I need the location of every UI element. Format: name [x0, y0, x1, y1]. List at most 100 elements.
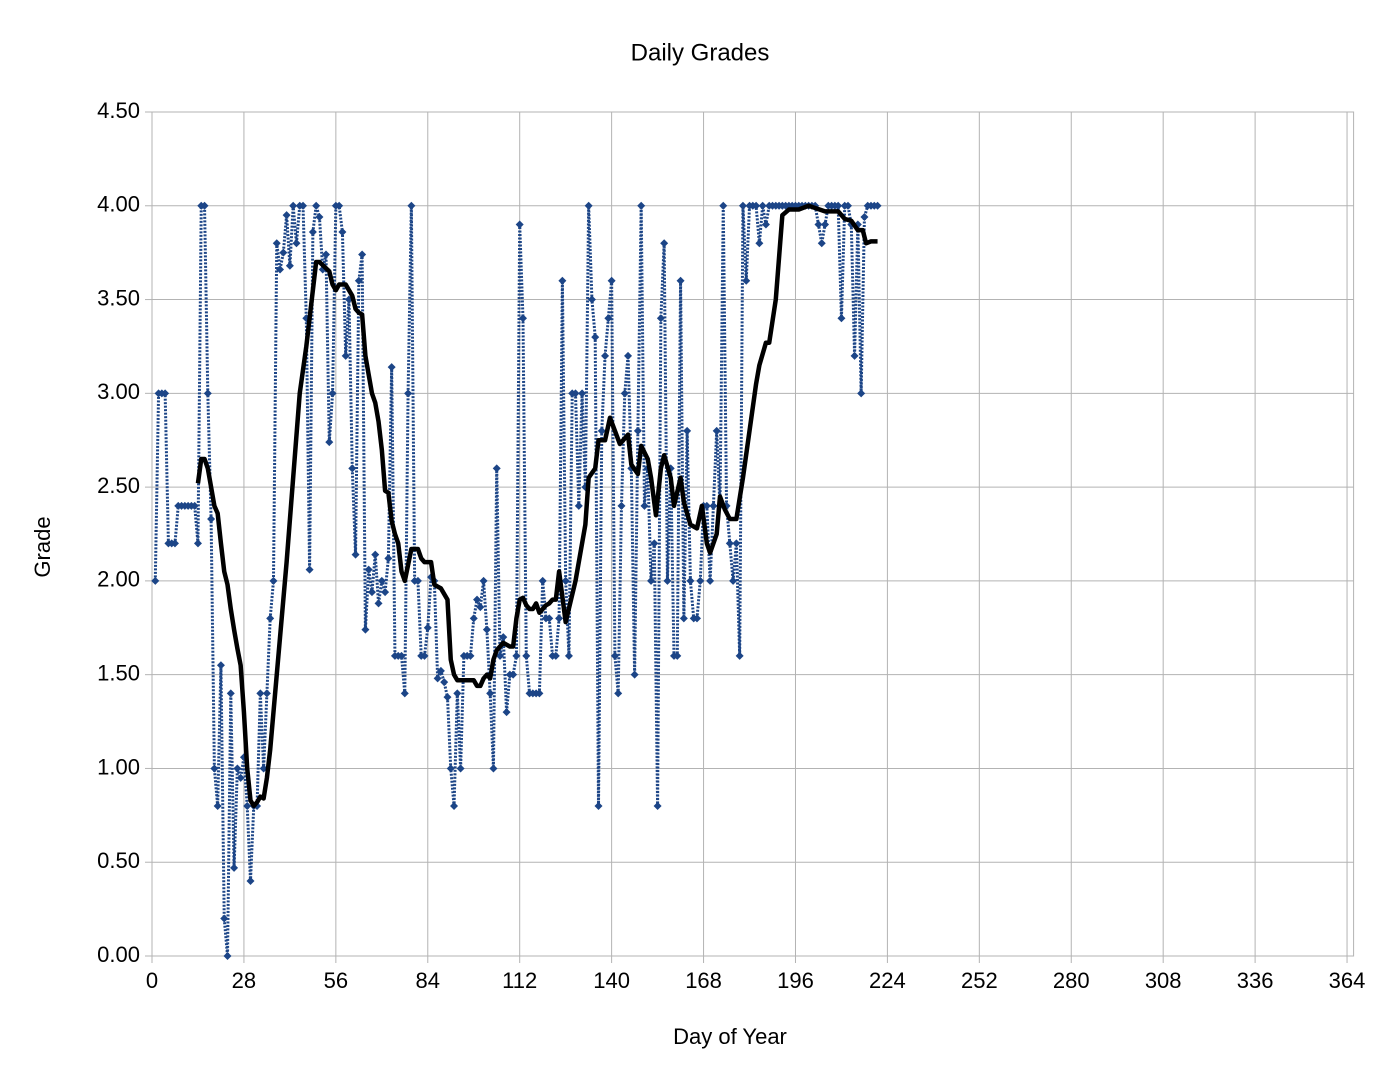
- data-point: [246, 876, 255, 885]
- data-point: [692, 614, 701, 623]
- data-point: [633, 426, 642, 435]
- data-point: [367, 588, 376, 597]
- data-point: [289, 201, 298, 210]
- data-point: [377, 576, 386, 585]
- data-point: [479, 576, 488, 585]
- data-point: [696, 576, 705, 585]
- data-point: [443, 693, 452, 702]
- data-point: [151, 576, 160, 585]
- data-point: [193, 539, 202, 548]
- x-tick-label: 308: [1145, 968, 1182, 993]
- data-point: [522, 651, 531, 660]
- data-point: [482, 625, 491, 634]
- data-point: [489, 764, 498, 773]
- data-point: [200, 201, 209, 210]
- data-point: [216, 661, 225, 670]
- data-point: [433, 674, 442, 683]
- data-point: [322, 250, 331, 259]
- data-point: [341, 351, 350, 360]
- data-point: [276, 265, 285, 274]
- data-point: [604, 314, 613, 323]
- data-point: [735, 651, 744, 660]
- data-point: [683, 426, 692, 435]
- data-point: [814, 220, 823, 229]
- x-tick-label: 84: [416, 968, 440, 993]
- data-point: [335, 201, 344, 210]
- x-tick-label: 112: [502, 968, 537, 993]
- data-point: [381, 588, 390, 597]
- chart-title: Daily Grades: [631, 39, 770, 66]
- data-point: [315, 213, 324, 222]
- data-point: [473, 595, 482, 604]
- data-point: [476, 603, 485, 612]
- data-point: [266, 614, 275, 623]
- y-tick-label: 4.50: [97, 98, 140, 123]
- data-point: [709, 501, 718, 510]
- data-point: [873, 201, 882, 210]
- data-point: [230, 863, 239, 872]
- data-point: [584, 201, 593, 210]
- data-point: [518, 314, 527, 323]
- data-point: [285, 261, 294, 270]
- data-point: [594, 801, 603, 810]
- data-point: [545, 614, 554, 623]
- data-point: [758, 201, 767, 210]
- data-point: [561, 576, 570, 585]
- data-point: [660, 239, 669, 248]
- data-point: [571, 389, 580, 398]
- data-point: [587, 295, 596, 304]
- data-point: [607, 276, 616, 285]
- data-point: [624, 351, 633, 360]
- data-point: [354, 276, 363, 285]
- data-point: [601, 351, 610, 360]
- data-point: [299, 201, 308, 210]
- data-point: [650, 539, 659, 548]
- data-point: [413, 576, 422, 585]
- data-point: [279, 248, 288, 257]
- data-point: [325, 438, 334, 447]
- data-point: [361, 625, 370, 634]
- y-tick-label: 2.50: [97, 473, 140, 498]
- y-tick-label: 2.00: [97, 567, 140, 592]
- data-point: [305, 565, 314, 574]
- y-tick-label: 0.00: [97, 942, 140, 967]
- data-point: [597, 426, 606, 435]
- data-point: [233, 764, 242, 773]
- data-point: [555, 614, 564, 623]
- data-point: [656, 314, 665, 323]
- data-point: [676, 276, 685, 285]
- x-tick-label: 56: [324, 968, 348, 993]
- data-point: [761, 220, 770, 229]
- data-point: [210, 764, 219, 773]
- data-point: [630, 670, 639, 679]
- data-point: [269, 576, 278, 585]
- data-point: [453, 689, 462, 698]
- data-point: [223, 952, 232, 960]
- data-point: [496, 651, 505, 660]
- data-point: [738, 201, 747, 210]
- data-point: [404, 389, 413, 398]
- data-point: [272, 239, 281, 248]
- data-point: [821, 220, 830, 229]
- data-point: [647, 576, 656, 585]
- data-point: [190, 501, 199, 510]
- data-point: [450, 801, 459, 810]
- data-point: [742, 276, 751, 285]
- data-point: [837, 314, 846, 323]
- data-point: [351, 550, 360, 559]
- data-point: [312, 201, 321, 210]
- data-point: [679, 614, 688, 623]
- data-point: [446, 764, 455, 773]
- data-point: [358, 250, 367, 259]
- data-point: [400, 689, 409, 698]
- x-tick-label: 336: [1237, 968, 1274, 993]
- data-point: [436, 666, 445, 675]
- x-tick-label: 0: [146, 968, 158, 993]
- data-point: [371, 550, 380, 559]
- data-point: [620, 389, 629, 398]
- data-point: [397, 651, 406, 660]
- x-tick-label: 196: [777, 968, 814, 993]
